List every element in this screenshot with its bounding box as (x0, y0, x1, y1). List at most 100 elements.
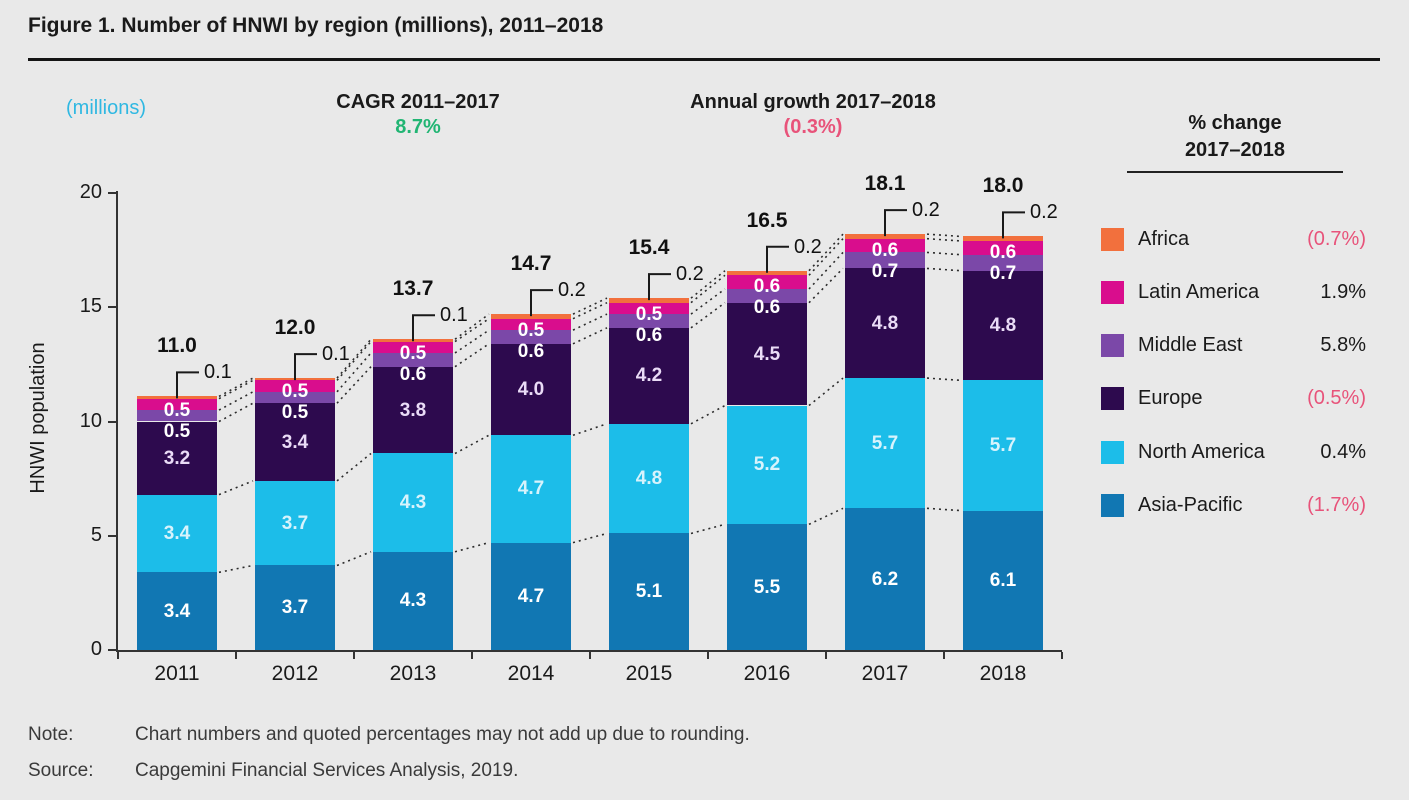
dotted-connector-line (690, 274, 726, 304)
dotted-connector-line (808, 233, 844, 272)
bar-value-latin-america-2017: 0.6 (871, 239, 899, 261)
legend-item-asia-pacific: Asia-Pacific (1.7%) (1100, 492, 1370, 518)
legend-item-label: Africa (1138, 227, 1190, 250)
bar-total-2017: 18.1 (864, 172, 906, 196)
annual-growth-value: (0.3%) (783, 116, 843, 138)
dotted-connector-line (808, 251, 844, 290)
y-tick-label: 10 (79, 409, 102, 432)
note-row: Note: Chart numbers and quoted percentag… (28, 724, 1128, 746)
y-axis-tick (108, 306, 116, 309)
legend-header-line2: 2017–2018 (1184, 139, 1286, 161)
dotted-connector-line (808, 238, 844, 276)
bar-value-europe-2012: 3.4 (281, 431, 309, 453)
legend-header-line1: % change (1188, 112, 1282, 134)
dotted-connector-line (808, 267, 844, 304)
bar-segment-africa-2017 (845, 234, 925, 239)
bar-segment-latin-america-2011 (137, 398, 217, 411)
x-axis-tick (353, 652, 355, 659)
legend-item-middle-east: Middle East 5.8% (1100, 332, 1370, 358)
dotted-connector-line (572, 327, 608, 345)
bar-value-latin-america-2016: 0.6 (753, 276, 781, 298)
bar-value-asia-pacific-2011: 3.4 (163, 600, 191, 622)
bar-value-north-america-2015: 4.8 (635, 468, 663, 490)
bar-segment-middle-east-2018 (963, 254, 1043, 271)
bar-segment-latin-america-2014 (491, 318, 571, 331)
bar-segment-middle-east-2014 (491, 330, 571, 344)
x-axis-line (116, 650, 1062, 652)
legend-header: % change 2017–2018 (1100, 105, 1370, 164)
bar-segment-middle-east-2016 (727, 288, 807, 303)
bar-value-europe-2013: 3.8 (399, 399, 427, 421)
bar-value-north-america-2014: 4.7 (517, 478, 545, 500)
bar-segment-asia-pacific-2015 (609, 533, 689, 650)
bar-segment-europe-2015 (609, 327, 689, 424)
dotted-connector-line (336, 352, 372, 393)
dotted-connector-line (690, 270, 726, 299)
bar-value-middle-east-2011: 0.5 (163, 420, 191, 442)
callout-bracket (766, 245, 789, 273)
x-axis-tick (825, 652, 827, 659)
bar-value-asia-pacific-2018: 6.1 (989, 569, 1017, 591)
bar-segment-asia-pacific-2012 (255, 565, 335, 650)
dotted-connector-line (926, 237, 962, 242)
bar-segment-europe-2013 (373, 366, 453, 454)
dotted-connector-line (572, 313, 608, 331)
callout-bracket (176, 371, 199, 399)
bar-segment-north-america-2016 (727, 405, 807, 525)
bar-value-latin-america-2015: 0.5 (635, 303, 663, 325)
dotted-connector-line (690, 302, 726, 329)
bar-value-europe-2011: 3.2 (163, 447, 191, 469)
callout-bracket (412, 314, 435, 342)
legend-item-europe: Europe (0.5%) (1100, 385, 1370, 411)
dotted-connector-line (454, 343, 490, 368)
legend: % change 2017–2018 Africa (0.7%) Latin Ame… (1100, 105, 1370, 535)
bar-value-north-america-2017: 5.7 (871, 432, 899, 454)
bar-segment-middle-east-2017 (845, 252, 925, 269)
dotted-connector-line (926, 507, 962, 512)
bar-value-europe-2018: 4.8 (989, 315, 1017, 337)
dotted-connector-line (336, 452, 372, 482)
bar-value-middle-east-2014: 0.6 (517, 340, 545, 362)
y-tick-label: 20 (79, 181, 102, 203)
dotted-connector-line (572, 301, 608, 320)
latin-america-swatch-icon (1101, 280, 1124, 304)
bar-value-europe-2016: 4.5 (753, 343, 781, 365)
dotted-connector-line (454, 313, 490, 340)
bar-value-latin-america-2018: 0.6 (989, 241, 1017, 263)
dotted-connector-line (690, 404, 726, 425)
bar-value-middle-east-2013: 0.6 (399, 363, 427, 385)
bar-segment-europe-2011 (137, 421, 217, 495)
bar-segment-north-america-2018 (963, 380, 1043, 511)
bar-total-2013: 13.7 (392, 277, 434, 301)
europe-swatch-icon (1101, 386, 1124, 410)
bar-segment-middle-east-2012 (255, 391, 335, 404)
bar-segment-latin-america-2018 (963, 240, 1043, 255)
dotted-connector-line (808, 507, 844, 526)
bar-segment-north-america-2012 (255, 480, 335, 566)
dotted-connector-line (218, 391, 254, 411)
dotted-connector-line (454, 541, 490, 553)
dotted-connector-line (218, 379, 254, 400)
units-label: (millions) (66, 97, 146, 119)
callout-value-africa-2015: 0.2 (676, 263, 704, 286)
bar-value-north-america-2013: 4.3 (399, 492, 427, 514)
bar-segment-latin-america-2013 (373, 341, 453, 353)
y-tick-label: 0 (90, 638, 102, 660)
callout-value-africa-2013: 0.1 (440, 304, 468, 327)
bar-segment-middle-east-2015 (609, 314, 689, 328)
bar-total-2012: 12.0 (274, 316, 316, 340)
legend-item-change: (0.5%) (1307, 386, 1366, 409)
dotted-connector-line (690, 288, 726, 315)
bar-value-europe-2017: 4.8 (871, 312, 899, 334)
cagr-annotation: CAGR 2011–2017 8.7% (258, 90, 578, 140)
bar-value-middle-east-2017: 0.7 (871, 260, 899, 282)
bar-value-asia-pacific-2016: 5.5 (753, 576, 781, 598)
callout-value-africa-2012: 0.1 (322, 343, 350, 366)
bar-segment-africa-2014 (491, 314, 571, 319)
bar-segment-asia-pacific-2016 (727, 524, 807, 650)
y-tick-label: 5 (90, 523, 102, 546)
x-axis-tick (117, 652, 119, 659)
dotted-connector-line (454, 318, 490, 343)
callout-value-africa-2014: 0.2 (558, 279, 586, 302)
